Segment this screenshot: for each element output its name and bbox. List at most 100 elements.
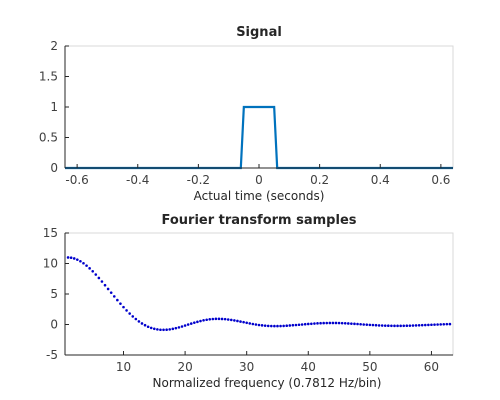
fourier-sample-point	[97, 276, 101, 280]
y-tick-label: 5	[50, 287, 58, 301]
fourier-sample-point	[143, 323, 147, 327]
fourier-sample-point	[137, 320, 141, 323]
fourier-sample-point	[270, 324, 273, 328]
fourier-sample-point	[254, 323, 258, 326]
fourier-sample-point	[353, 322, 356, 326]
fourier-sample-point	[162, 328, 165, 332]
fourier-sample-point	[325, 321, 329, 325]
fourier-sample-point	[273, 324, 276, 328]
fourier-sample-point	[159, 328, 162, 332]
fourier-sample-point	[189, 322, 193, 325]
fourier-sample-point	[205, 318, 208, 322]
x-tick-label: 0.6	[431, 173, 450, 187]
fourier-sample-point	[291, 323, 295, 327]
fourier-sample-point	[260, 324, 264, 327]
fourier-sample-point	[377, 324, 381, 327]
fourier-sample-point	[202, 318, 205, 322]
x-tick-label: 40	[301, 360, 316, 374]
fourier-sample-point	[300, 323, 304, 326]
fourier-sample-point	[334, 321, 338, 325]
y-tick-label: 0	[50, 161, 58, 175]
fourier-sample-point	[125, 309, 128, 312]
y-tick-label: 0	[50, 318, 58, 332]
fourier-sample-point	[423, 323, 427, 327]
x-tick-label: -0.6	[65, 173, 88, 187]
fourier-sample-point	[328, 321, 332, 325]
fourier-sample-point	[387, 324, 390, 328]
fourier-sample-point	[242, 320, 245, 324]
fourier-sample-point	[399, 324, 402, 328]
x-tick-label: -0.4	[126, 173, 149, 187]
fourier-sample-point	[448, 322, 452, 326]
fourier-sample-point	[226, 318, 230, 321]
fourier-sample-point	[116, 298, 119, 302]
x-tick-label: 50	[362, 360, 377, 374]
fourier-sample-point	[223, 317, 227, 321]
fourier-sample-point	[368, 323, 372, 327]
fourier-sample-point	[76, 258, 79, 261]
fourier-sample-point	[393, 324, 396, 328]
fourier-sample-point	[417, 323, 421, 327]
fourier-sample-point	[436, 323, 439, 326]
fourier-chart-title: Fourier transform samples	[162, 213, 357, 228]
fourier-sample-point	[319, 321, 322, 325]
fourier-sample-point	[297, 323, 301, 327]
fourier-sample-point	[171, 327, 175, 331]
fourier-sample-point	[199, 319, 202, 323]
fourier-sample-point	[236, 319, 239, 323]
y-tick-label: 2	[50, 39, 58, 53]
fourier-sample-point	[131, 315, 135, 318]
signal-marks	[65, 105, 453, 170]
fourier-sample-point	[109, 291, 113, 294]
fourier-sample-point	[390, 324, 393, 328]
fourier-sample-point	[257, 323, 261, 327]
fourier-sample-point	[140, 322, 144, 325]
fourier-sample-point	[365, 323, 369, 326]
fourier-sample-point	[442, 322, 446, 326]
fourier-sample-point	[383, 324, 387, 327]
signal-y-ticks: 0 0.5 1 1.5 2	[39, 39, 69, 175]
fourier-sample-point	[94, 273, 98, 276]
fourier-plot-box	[64, 232, 454, 356]
x-tick-label: 10	[116, 360, 131, 374]
fourier-sample-point	[374, 323, 378, 327]
fourier-sample-point	[66, 256, 70, 259]
fourier-sample-point	[72, 257, 76, 260]
fourier-sample-point	[396, 324, 399, 328]
fourier-sample-point	[156, 328, 159, 331]
fourier-sample-point	[343, 321, 347, 325]
fourier-sample-point	[88, 267, 91, 270]
fourier-sample-point	[350, 322, 353, 325]
fourier-sample-point	[359, 322, 362, 326]
fourier-sample-point	[79, 259, 82, 263]
fourier-sample-point	[177, 326, 181, 329]
fourier-sample-point	[239, 320, 242, 323]
fourier-sample-point	[285, 324, 289, 328]
fourier-sample-point	[303, 322, 307, 326]
fourier-sample-point	[313, 322, 316, 325]
fourier-sample-point	[220, 317, 224, 321]
fourier-sample-point	[248, 322, 252, 325]
fourier-sample-point	[82, 261, 85, 265]
fourier-sample-point	[229, 318, 233, 322]
fourier-sample-point	[251, 322, 255, 326]
x-tick-label: 0.4	[371, 173, 390, 187]
fourier-sample-point	[122, 305, 125, 309]
fourier-sample-point	[402, 324, 406, 328]
fourier-sample-point	[149, 326, 153, 330]
fourier-sample-point	[316, 322, 319, 325]
fourier-sample-point	[217, 317, 221, 321]
fourier-sample-point	[411, 324, 415, 327]
fourier-sample-point	[211, 317, 215, 321]
signal-chart: Signal -0.6 -0.4 -0.2 0 0.2 0.4 0.6 00.511.52 …	[39, 25, 454, 203]
fourier-sample-point	[263, 324, 267, 327]
fourier-sample-point	[276, 324, 279, 328]
y-tick-label: 1	[50, 100, 58, 114]
fourier-sample-point	[362, 323, 366, 326]
fourier-sample-point	[310, 322, 313, 326]
signal-line	[65, 105, 453, 170]
fourier-x-ticks: 10 20 30 40 50 60	[116, 351, 439, 374]
fourier-sample-point	[337, 321, 341, 325]
fourier-sample-point	[146, 325, 150, 329]
fourier-sample-point	[106, 287, 110, 291]
